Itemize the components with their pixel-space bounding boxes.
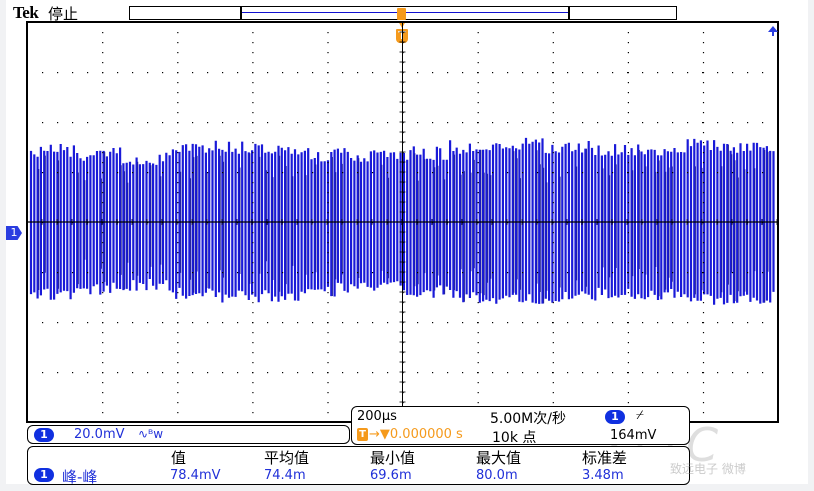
time-per-division: 200µs [357, 409, 397, 424]
measurement-header-stddev: 标准差 [582, 449, 628, 467]
tek-logo: Tek [13, 3, 39, 22]
trigger-delay: →▼0.000000 s [369, 427, 463, 442]
trigger-level-arrow-icon[interactable] [768, 26, 778, 32]
ch1-ground-marker[interactable]: 1 [6, 226, 22, 240]
run-state-label: 停止 [48, 5, 79, 23]
measurement-name: 峰-峰 [62, 468, 98, 486]
measurement-source-badge: 1 [34, 468, 54, 482]
measurement-header-mean: 平均值 [264, 449, 310, 467]
trigger-slope-icon: ⌿ [636, 408, 644, 423]
trigger-delay-icon: T [357, 428, 368, 441]
watermark-caption: 致远电子 微博 [670, 462, 746, 476]
measurement-min: 69.6m [370, 468, 412, 483]
measurement-max: 80.0m [476, 468, 518, 483]
timebase-panel[interactable]: 200µs 5.00M次/秒 1 ⌿ T →▼0.000000 s 10k 点 … [351, 406, 690, 446]
trigger-source-badge: 1 [605, 410, 625, 424]
measurement-header-min: 最小值 [370, 449, 416, 467]
sample-rate: 5.00M次/秒 [490, 411, 566, 427]
channel-scale: 20.0mV [74, 427, 125, 442]
measurement-header-value: 值 [171, 449, 187, 467]
channel-badge: 1 [34, 428, 54, 442]
record-trigger-position-icon [397, 8, 406, 20]
measurements-panel[interactable]: 值 平均值 最小值 最大值 标准差 1 峰-峰 78.4mV 74.4m 69.… [27, 446, 690, 486]
trigger-level-stem [772, 31, 774, 36]
measurement-header-max: 最大值 [476, 449, 522, 467]
bandwidth-limit-icon: ∿ᴮw [138, 427, 164, 441]
measurement-mean: 74.4m [264, 468, 306, 483]
trigger-level: 164mV [610, 428, 657, 443]
record-length: 10k 点 [492, 430, 537, 446]
measurement-stddev: 3.48m [582, 468, 624, 483]
measurement-value: 78.4mV [170, 468, 221, 483]
channel-panel[interactable]: 1 20.0mV ∿ᴮw [27, 425, 350, 444]
